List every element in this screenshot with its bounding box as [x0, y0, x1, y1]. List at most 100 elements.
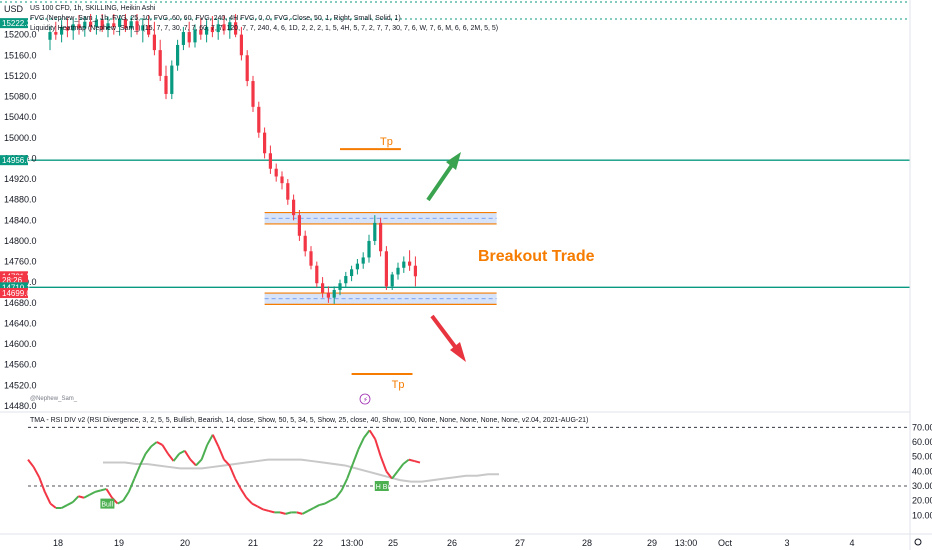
rsi-line-segment — [329, 496, 337, 502]
rsi-line-segment — [49, 502, 57, 509]
rsi-line-segment — [340, 478, 349, 491]
rsi-line-segment — [144, 445, 152, 455]
candle — [141, 18, 145, 43]
rsi-line-segment — [89, 490, 96, 496]
price-tick-label: 15040.0 — [4, 112, 37, 122]
candle — [193, 24, 197, 48]
candle-body — [158, 50, 162, 76]
zone — [264, 292, 497, 305]
candle — [274, 163, 278, 182]
rsi-pane: 70.00 60.00 50.00 40.00 30.00 20.00 10.00 Bull H… — [27, 422, 932, 520]
price-tick-label: 14800.0 — [4, 236, 37, 246]
header-symbol: US 100 CFD, 1h, SKILLING, Heikin Ashi — [30, 5, 156, 12]
candle-body — [106, 23, 110, 30]
rsi-line-segment — [72, 495, 80, 503]
candle — [245, 50, 249, 87]
price-tick-label: 15080.0 — [4, 92, 37, 102]
candle — [83, 16, 87, 37]
time-axis[interactable]: 18 19 20 21 22 13:00 25 26 27 28 29 13:00 Oct 3 4 — [53, 538, 855, 548]
candle-body — [367, 240, 371, 258]
candle-body — [170, 65, 174, 94]
candle — [408, 250, 412, 271]
time-tick-label: 20 — [180, 538, 190, 548]
candle-body — [338, 283, 342, 290]
candle — [71, 19, 75, 40]
rsi-tick-label: 60.00 — [912, 437, 932, 447]
time-tick-label: 13:00 — [341, 538, 364, 548]
candle — [205, 20, 209, 43]
candle-body — [193, 29, 197, 43]
time-tick-label: 13:00 — [675, 538, 698, 548]
price-label-text: 14710.1 — [2, 283, 31, 292]
rsi-line-segment — [27, 458, 35, 468]
candle — [106, 16, 110, 38]
candle-body — [402, 261, 406, 268]
candle — [321, 277, 325, 298]
price-label-bg — [0, 155, 28, 166]
candle-body — [129, 21, 133, 29]
rsi-line-segment — [105, 488, 113, 499]
price-tick-label: 15120.0 — [4, 71, 37, 81]
price-tick-label: 14840.0 — [4, 215, 37, 225]
candle-body — [71, 24, 75, 31]
rsi-line-segment — [228, 465, 237, 480]
rsi-line-segment — [262, 508, 270, 512]
rsi-line-segment — [245, 497, 253, 505]
rsi-line-segment — [38, 476, 46, 493]
candle — [309, 246, 313, 270]
svg-text:⚡: ⚡ — [363, 396, 368, 404]
candle — [176, 39, 180, 71]
rsi-line-segment — [78, 495, 85, 499]
price-tick-label: 14520.0 — [4, 380, 37, 390]
candle — [181, 26, 185, 51]
currency-label: USD — [4, 4, 24, 14]
price-tick-label: 14480.0 — [4, 401, 37, 411]
price-label-box: 28:26 — [0, 275, 28, 286]
candle — [379, 217, 383, 257]
candle-body — [222, 24, 226, 31]
rsi-line-segment — [363, 429, 371, 439]
candle — [268, 145, 272, 174]
candle-body — [147, 25, 151, 35]
candle-body — [60, 26, 64, 35]
rsi-line-segment — [200, 444, 209, 460]
time-tick-label: 3 — [784, 538, 789, 548]
time-tick-label: 19 — [114, 538, 124, 548]
candle — [199, 18, 203, 40]
settings-icon[interactable] — [914, 538, 922, 546]
rsi-line-segment — [268, 509, 275, 514]
candle-body — [228, 22, 232, 31]
time-tick-label: 28 — [582, 538, 592, 548]
candle-body — [245, 55, 249, 82]
lightning-icon[interactable]: ⚡ — [359, 393, 371, 405]
rsi-tick-label: 10.00 — [912, 510, 932, 520]
price-tick-label: 14560.0 — [4, 360, 37, 370]
candle-body — [251, 81, 255, 107]
rsi-ma-line — [103, 458, 499, 483]
time-tick-label: Oct — [718, 538, 733, 548]
rsi-tick-label: 20.00 — [912, 496, 932, 506]
candle — [123, 14, 127, 33]
candle — [164, 65, 168, 100]
candle-body — [77, 24, 81, 29]
rsi-line-segment — [251, 502, 259, 508]
rsi-tick-label: 50.00 — [912, 452, 932, 462]
candle-body — [390, 274, 394, 287]
rsi-line-segment — [217, 446, 225, 460]
candle-body — [199, 29, 203, 35]
candle — [239, 26, 243, 61]
rsi-line-segment — [167, 453, 175, 462]
rsi-line-segment — [139, 453, 147, 466]
price-label-box: 15222.3 — [0, 18, 31, 29]
rsi-line-segment — [172, 453, 180, 462]
rsi-line-segment — [257, 505, 264, 511]
rsi-tick-label: 30.00 — [912, 481, 932, 491]
price-label-box: 14956.6 — [0, 155, 31, 166]
rsi-line-segment — [346, 463, 354, 480]
price-label-text: 14956.6 — [2, 156, 31, 165]
price-label-bg — [0, 275, 28, 286]
candle-body — [135, 21, 139, 31]
candle-body — [187, 32, 191, 43]
